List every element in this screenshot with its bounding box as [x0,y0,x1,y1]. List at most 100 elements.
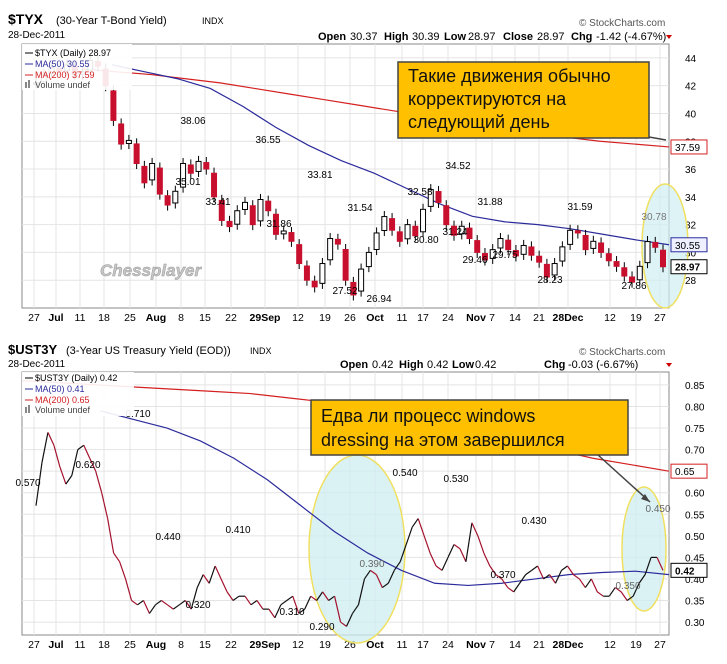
bottom-price-segment [626,595,634,601]
bottom-price-segment [399,544,407,562]
top-last-ma200: 37.59 [675,143,700,154]
bottom-xtick-label: 21 [533,639,545,651]
bottom-xtick-label: 15 [199,639,211,651]
top-data-label: 28.23 [537,275,562,286]
candle-up [427,189,434,207]
candle-up [327,238,334,261]
candle-down [265,200,272,212]
bottom-price-segment [71,449,79,476]
bottom-price-segment [537,565,545,580]
candle-up [234,210,241,225]
bottom-price-segment [155,600,162,606]
top-data-label: 30.80 [413,235,438,246]
candle-down [118,123,125,145]
top-xtick-label: 25 [124,312,136,324]
bottom-price-segment [161,600,168,606]
top-callout-line1: Такие движения обычно [408,66,611,86]
bottom-price-segment [596,591,604,597]
candle-down [536,255,543,263]
top-header: $TYX (30-Year T-Bond Yield) INDX 28-Dec-… [8,11,672,43]
bottom-ytick-label: 0.85 [685,381,705,392]
candle-up [404,224,411,240]
candle-up [636,265,643,281]
top-legend-ma50: MA(50) 30.55 [35,59,90,69]
candle-down [481,253,488,261]
bottom-price-segment [566,565,574,575]
bottom-data-label: 0.350 [615,581,640,592]
bottom-price-segment [519,574,527,584]
top-high: 30.39 [412,31,440,43]
top-last-price: 28.97 [675,263,700,274]
bottom-price-segment [292,596,300,614]
bottom-high-label: High [399,359,424,371]
top-callout: Такие движения обычно корректируются на … [397,61,667,141]
bottom-header: $UST3Y (3-Year US Treasury Yield (EOD)) … [8,342,672,371]
top-close: 28.97 [537,31,565,43]
candle-down [249,205,256,226]
bottom-price-segment [178,600,186,606]
candle-down [311,280,318,288]
candle-up [644,241,651,264]
candle-up [567,229,574,245]
bottom-price-segment [453,543,461,550]
bottom-price-segment [310,595,318,601]
bottom-ytick-label: 0.60 [685,489,705,500]
bottom-ytick-label: 0.35 [685,597,705,608]
bottom-price-segment [632,583,640,597]
top-ytick-label: 40 [685,109,697,120]
top-data-label: 27.86 [621,281,646,292]
top-xtick-label: 19 [630,312,642,324]
bottom-legend: $UST3Y (Daily) 0.42 MA(50) 0.41 MA(200) … [22,372,134,416]
candle-down [389,218,396,231]
bottom-low: 0.42 [475,359,496,371]
bottom-price-segment [172,604,180,610]
bottom-price-segment [148,604,156,614]
bottom-data-label: 0.530 [443,474,468,485]
top-xtick-label: Oct [366,312,384,324]
bottom-price-segment [387,570,395,584]
bottom-price-segment [614,587,622,593]
bottom-price-segment [101,492,109,519]
candle-down [288,232,295,242]
top-data-label: 29.75 [492,250,517,261]
top-data-label: 31.54 [347,203,372,214]
bottom-price-segment [256,600,264,610]
bottom-price-segment [184,600,192,610]
bottom-last-price-box [670,562,708,578]
volume-icon [25,82,27,88]
bottom-price-segment [608,587,616,597]
bottom-xtick-label: 29Sep [250,639,281,651]
bottom-price-segment [274,604,282,619]
bottom-price-segment [465,522,473,562]
candle-up [489,249,496,259]
top-low: 28.97 [468,31,496,43]
bottom-xtick-label: 8 [178,639,184,651]
candle-down [451,225,457,236]
bottom-price-segment [202,574,210,584]
bottom-xtick-label: 27 [28,639,40,651]
candle-up [242,201,248,210]
bottom-price-segment [351,604,359,614]
bottom-price-segment [590,578,598,593]
candle-down [629,276,636,283]
candle-down [505,239,512,251]
candle-up [358,268,365,292]
candle-down [272,213,279,235]
top-xtick-label: 15 [199,312,211,324]
bottom-xtick-label: 19 [630,639,642,651]
bottom-price-segment [375,574,383,588]
top-last-ma50: 30.55 [675,241,700,252]
bottom-data-label: 0.570 [15,478,40,489]
top-ma50-line [111,64,670,246]
bottom-ytick-label: 0.40 [685,575,705,586]
bottom-price-segment [441,557,449,571]
top-data-label: 31.88 [477,197,502,208]
candle-up [590,240,597,249]
bottom-price-segment [543,574,550,580]
bottom-xtick-label: 25 [124,639,136,651]
watermark: Chessplayer [100,261,202,280]
top-legend-price: $TYX (Daily) 28.97 [35,48,111,58]
bottom-price-segment [53,445,61,468]
top-xtick-label: Nov [466,312,486,324]
top-data-label: 36.55 [255,135,280,146]
